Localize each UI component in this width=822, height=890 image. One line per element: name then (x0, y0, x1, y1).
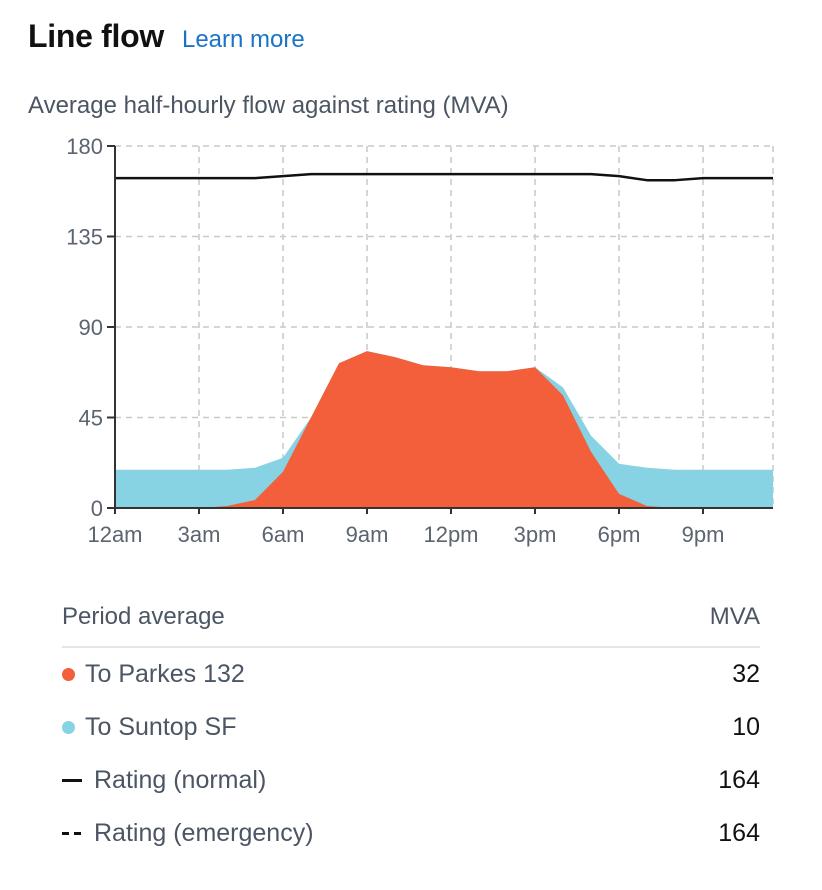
line-flow-chart: 0 45 90 135 180 12am 3am 6am 9am 12pm 3pm 6pm 9pm (66, 136, 774, 547)
table-row: To Suntop SF 10 (62, 701, 760, 754)
table-row: Rating (emergency) 164 (62, 807, 760, 860)
chart-grid (114, 145, 774, 509)
x-tick-label: 12pm (423, 522, 478, 547)
to-suntop-label: To Suntop SF (85, 713, 237, 741)
x-tick-label: 6am (262, 522, 305, 547)
table-header: Period average MVA (62, 588, 760, 648)
period-average-table: Period average MVA To Parkes 132 32 To S… (62, 588, 760, 860)
mva-header: MVA (709, 603, 760, 630)
to-suntop-dot-icon (62, 721, 75, 734)
to-parkes-area (115, 351, 773, 508)
chart-ticks: 0 45 90 135 180 12am 3am 6am 9am 12pm 3pm 6pm 9pm (66, 136, 724, 547)
learn-more-link[interactable]: Learn more (181, 26, 305, 53)
table-row: Rating (normal) 164 (62, 754, 760, 807)
table-row: To Parkes 132 32 (62, 648, 760, 701)
y-tick-label: 90 (79, 315, 103, 340)
header: Line flow Learn more (28, 18, 305, 55)
x-tick-label: 9am (346, 522, 389, 547)
chart-lines (115, 172, 773, 182)
rating-emergency-value: 164 (718, 819, 760, 847)
x-tick-label: 9pm (682, 522, 725, 547)
x-tick-label: 12am (87, 522, 142, 547)
x-tick-label: 3am (178, 522, 221, 547)
x-tick-label: 6pm (598, 522, 641, 547)
solid-line-icon (62, 779, 82, 782)
rating-normal-line (115, 172, 773, 182)
to-parkes-label: To Parkes 132 (85, 660, 245, 688)
y-tick-label: 0 (91, 496, 103, 521)
rating-normal-value: 164 (718, 766, 760, 794)
y-tick-label: 45 (79, 406, 103, 431)
to-parkes-value: 32 (732, 660, 760, 688)
rating-normal-label: Rating (normal) (94, 766, 267, 794)
chart-areas (115, 351, 773, 508)
to-parkes-dot-icon (62, 668, 75, 681)
chart-subtitle: Average half-hourly flow against rating … (28, 92, 509, 119)
period-average-header: Period average (62, 603, 225, 630)
x-tick-label: 3pm (514, 522, 557, 547)
y-tick-label: 180 (66, 136, 103, 159)
rating-emergency-label: Rating (emergency) (94, 819, 314, 847)
page-title: Line flow (28, 18, 164, 54)
y-tick-label: 135 (66, 225, 103, 250)
to-suntop-value: 10 (732, 713, 760, 741)
dashed-line-icon (62, 832, 82, 835)
